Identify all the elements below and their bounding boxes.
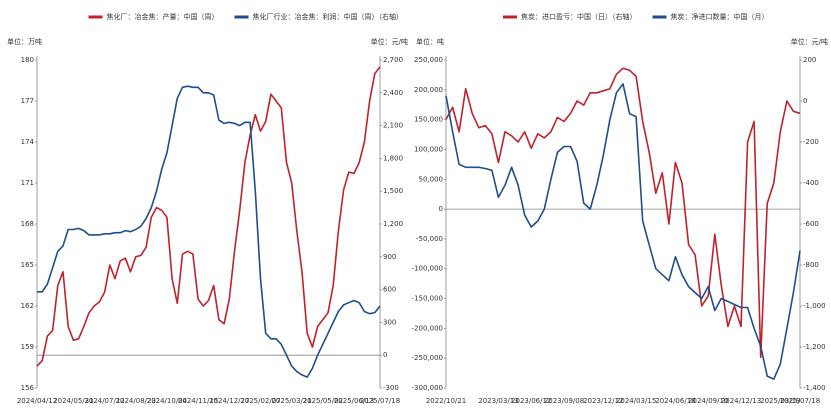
x-tick-label: 2025/03/21: [271, 397, 311, 405]
tick-label: 2,100: [383, 122, 403, 130]
tick-label: -600: [803, 220, 819, 228]
x-tick-label: 2024/11/15: [178, 397, 218, 405]
tick-label: 600: [383, 286, 396, 294]
tick-label: 250,000: [414, 56, 443, 64]
tick-label: -1,000: [803, 302, 826, 310]
x-tick-label: 2024/12/27: [209, 397, 249, 405]
legend-label: 焦化厂行业：冶金焦：利润：中国（周）（右轴）: [253, 12, 404, 21]
tick-label: -250,000: [412, 354, 443, 362]
tick-label: 0: [383, 351, 387, 359]
x-tick-label: 2024/05/31: [53, 397, 93, 405]
x-tick-label: 2023/06/12: [511, 397, 551, 405]
x-tick-label: 2024/12/13: [721, 397, 761, 405]
tick-label: 168: [21, 220, 34, 228]
x-tick-label: 2025/06/13: [334, 397, 374, 405]
series-line: [37, 85, 381, 378]
tick-label: -50,000: [416, 235, 443, 243]
tick-label: 1,500: [383, 187, 403, 195]
series-line: [445, 67, 801, 359]
y2-axis-label: 单位：元/吨: [371, 37, 408, 46]
tick-label: -300,000: [412, 384, 443, 392]
tick-label: 177: [21, 97, 34, 105]
series-line: [445, 83, 801, 380]
tick-label: 2,700: [383, 56, 403, 64]
legend-label: 焦炭：净进口数量：中国（月）: [671, 12, 769, 21]
tick-label: 200: [803, 56, 816, 64]
x-tick-label: 2025/03/19: [760, 397, 800, 405]
tick-label: 165: [21, 261, 34, 269]
x-tick-label: 2024/07/12: [84, 397, 124, 405]
tick-label: 0: [803, 97, 807, 105]
tick-label: 2,400: [383, 89, 403, 97]
y2-axis-label: 单位：元/吨: [791, 37, 828, 46]
tick-label: 900: [383, 253, 396, 261]
tick-label: 180: [21, 56, 34, 64]
y-axis-label: 单位：万吨: [7, 37, 42, 46]
series-line: [36, 66, 381, 367]
tick-label: -200: [803, 138, 819, 146]
x-tick-label: 2023/03/13: [478, 397, 518, 405]
y-axis-label: 单位：吨: [416, 37, 444, 46]
tick-label: -100,000: [412, 265, 443, 273]
x-tick-label: 2025/07/18: [360, 397, 400, 405]
x-tick-label: 2024/10/04: [147, 397, 188, 405]
tick-label: -150,000: [412, 295, 443, 303]
tick-label: 174: [21, 138, 35, 146]
tick-label: 300: [383, 318, 396, 326]
tick-label: 1,800: [383, 154, 403, 162]
tick-label: -1,200: [803, 343, 826, 351]
tick-label: -1,400: [803, 384, 826, 392]
x-tick-label: 2025/07/18: [780, 397, 820, 405]
tick-label: 50,000: [419, 175, 444, 183]
tick-label: -800: [803, 261, 819, 269]
x-tick-label: 2024/03/15: [616, 397, 656, 405]
tick-label: -400: [803, 179, 819, 187]
x-tick-label: 2024/06/18: [655, 397, 695, 405]
x-tick-label: 2024/09/10: [688, 397, 728, 405]
tick-label: 156: [21, 384, 35, 392]
tick-label: -200,000: [412, 324, 443, 332]
x-tick-label: 2024/08/23: [116, 397, 156, 405]
tick-label: 159: [21, 343, 34, 351]
x-tick-label: 2022/10/21: [426, 397, 466, 405]
tick-label: 1,200: [383, 220, 403, 228]
tick-label: 171: [21, 179, 34, 187]
x-tick-label: 2023/09/08: [544, 397, 584, 405]
tick-label: 0: [439, 205, 443, 213]
x-tick-label: 2024/04/12: [17, 397, 57, 405]
tick-label: -300: [383, 384, 399, 392]
x-tick-label: 2025/05/02: [303, 397, 343, 405]
tick-label: 162: [21, 302, 34, 310]
x-tick-label: 2025/02/07: [240, 397, 280, 405]
tick-label: 150,000: [414, 116, 443, 124]
x-tick-label: 2023/12/12: [583, 397, 623, 405]
tick-label: 200,000: [414, 86, 443, 94]
legend-label: 焦化厂：冶金焦：产量：中国（周）: [107, 12, 219, 21]
tick-label: 100,000: [414, 145, 443, 153]
legend-label: 焦炭：进口盈亏：中国（日）（右轴）: [521, 12, 637, 21]
